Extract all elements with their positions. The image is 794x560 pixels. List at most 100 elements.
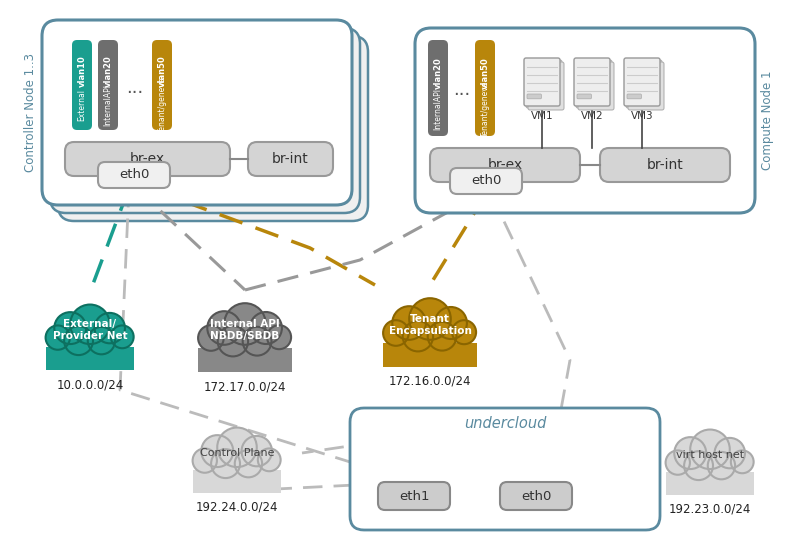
Bar xyxy=(198,348,291,372)
Text: br-ex: br-ex xyxy=(488,158,522,172)
FancyBboxPatch shape xyxy=(578,62,614,110)
Circle shape xyxy=(684,451,713,480)
FancyBboxPatch shape xyxy=(152,40,172,130)
Text: virt host net: virt host net xyxy=(676,450,744,460)
FancyBboxPatch shape xyxy=(627,94,642,99)
Text: br-int: br-int xyxy=(272,152,309,166)
Circle shape xyxy=(730,450,754,473)
FancyBboxPatch shape xyxy=(98,40,118,130)
Text: Controller Node 1..3: Controller Node 1..3 xyxy=(24,53,37,172)
Circle shape xyxy=(243,327,272,356)
Circle shape xyxy=(452,320,476,344)
Text: vlan50: vlan50 xyxy=(480,58,489,90)
Text: Control Plane: Control Plane xyxy=(200,448,274,458)
FancyBboxPatch shape xyxy=(624,58,660,106)
FancyBboxPatch shape xyxy=(577,94,592,99)
Circle shape xyxy=(111,325,133,348)
Text: Tenant
Encapsulation: Tenant Encapsulation xyxy=(388,314,472,336)
Text: eth0: eth0 xyxy=(119,169,149,181)
Text: InternalAPI: InternalAPI xyxy=(434,88,442,130)
Circle shape xyxy=(94,313,125,343)
Text: ...: ... xyxy=(453,81,471,99)
FancyBboxPatch shape xyxy=(576,60,612,108)
Circle shape xyxy=(383,320,409,346)
FancyBboxPatch shape xyxy=(626,60,662,108)
Circle shape xyxy=(665,450,690,475)
FancyBboxPatch shape xyxy=(430,148,580,182)
Bar xyxy=(46,347,134,370)
Text: External: External xyxy=(78,89,87,121)
Text: 172.17.0.0/24: 172.17.0.0/24 xyxy=(204,380,287,393)
Circle shape xyxy=(258,449,280,472)
Circle shape xyxy=(707,452,735,479)
FancyBboxPatch shape xyxy=(500,482,572,510)
FancyBboxPatch shape xyxy=(428,40,448,136)
Circle shape xyxy=(224,303,266,345)
Text: 172.16.0.0/24: 172.16.0.0/24 xyxy=(389,374,472,387)
FancyBboxPatch shape xyxy=(528,62,564,110)
Circle shape xyxy=(267,325,291,349)
FancyBboxPatch shape xyxy=(600,148,730,182)
Text: VM3: VM3 xyxy=(630,111,653,121)
Circle shape xyxy=(211,449,240,478)
Circle shape xyxy=(403,321,433,352)
Circle shape xyxy=(64,326,93,355)
FancyBboxPatch shape xyxy=(50,28,360,213)
Bar xyxy=(666,472,754,495)
Text: ...: ... xyxy=(126,79,144,97)
Text: External/
Provider Net: External/ Provider Net xyxy=(52,319,127,341)
FancyBboxPatch shape xyxy=(475,40,495,136)
FancyBboxPatch shape xyxy=(415,28,755,213)
Circle shape xyxy=(88,327,115,354)
FancyBboxPatch shape xyxy=(248,142,333,176)
Circle shape xyxy=(193,449,217,473)
Text: eth1: eth1 xyxy=(399,489,430,502)
FancyBboxPatch shape xyxy=(524,58,560,106)
Bar xyxy=(193,470,281,493)
Text: undercloud: undercloud xyxy=(464,417,546,432)
FancyBboxPatch shape xyxy=(98,162,170,188)
Circle shape xyxy=(207,311,241,345)
Text: VM1: VM1 xyxy=(530,111,553,121)
FancyBboxPatch shape xyxy=(450,168,522,194)
FancyBboxPatch shape xyxy=(72,40,92,130)
Text: vlan20: vlan20 xyxy=(434,58,442,90)
FancyBboxPatch shape xyxy=(42,20,352,205)
Text: InternalAPI: InternalAPI xyxy=(103,84,113,126)
Text: vlan50: vlan50 xyxy=(157,55,167,87)
Text: eth0: eth0 xyxy=(521,489,551,502)
FancyBboxPatch shape xyxy=(526,60,562,108)
Text: eth0: eth0 xyxy=(471,175,501,188)
Text: 192.24.0.0/24: 192.24.0.0/24 xyxy=(196,500,278,513)
Circle shape xyxy=(218,326,248,356)
Circle shape xyxy=(428,322,457,351)
Circle shape xyxy=(241,436,272,466)
Circle shape xyxy=(392,306,426,340)
Circle shape xyxy=(715,438,745,468)
Bar xyxy=(384,343,476,367)
FancyBboxPatch shape xyxy=(58,36,368,221)
Text: Tenant/geneve: Tenant/geneve xyxy=(157,77,167,133)
FancyBboxPatch shape xyxy=(574,58,610,106)
Circle shape xyxy=(198,325,224,351)
Circle shape xyxy=(690,430,730,469)
Text: Internal API
NBDB/SBDB: Internal API NBDB/SBDB xyxy=(210,319,279,341)
Text: 192.23.0.0/24: 192.23.0.0/24 xyxy=(669,502,751,515)
Text: br-int: br-int xyxy=(646,158,684,172)
FancyBboxPatch shape xyxy=(65,142,230,176)
Text: vlan20: vlan20 xyxy=(103,55,113,87)
FancyBboxPatch shape xyxy=(378,482,450,510)
Circle shape xyxy=(54,312,87,344)
Text: vlan10: vlan10 xyxy=(78,55,87,87)
Circle shape xyxy=(674,437,706,469)
Text: Tenant/geneve: Tenant/geneve xyxy=(480,81,489,137)
Circle shape xyxy=(235,450,262,477)
Circle shape xyxy=(218,427,256,467)
Circle shape xyxy=(250,312,282,344)
Text: VM2: VM2 xyxy=(580,111,603,121)
Text: br-ex: br-ex xyxy=(130,152,165,166)
FancyBboxPatch shape xyxy=(527,94,542,99)
FancyBboxPatch shape xyxy=(350,408,660,530)
FancyBboxPatch shape xyxy=(628,62,664,110)
Circle shape xyxy=(202,435,233,467)
